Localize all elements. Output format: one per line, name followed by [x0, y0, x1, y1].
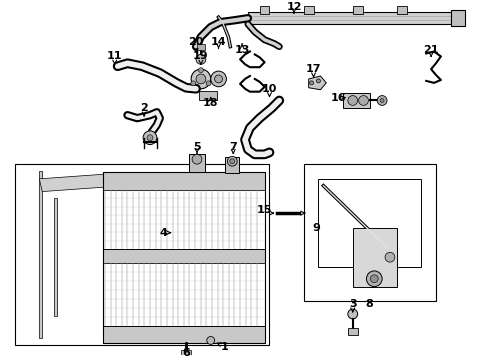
Circle shape — [348, 309, 358, 319]
Text: 3: 3 — [349, 299, 357, 309]
Text: 1: 1 — [220, 342, 228, 352]
Bar — [397, 6, 407, 14]
Bar — [103, 172, 265, 343]
Text: 8: 8 — [366, 299, 373, 309]
Circle shape — [192, 154, 202, 164]
Text: 4: 4 — [160, 228, 168, 238]
Text: 20: 20 — [188, 37, 204, 47]
Bar — [225, 157, 239, 173]
Text: 17: 17 — [306, 64, 321, 74]
Text: 7: 7 — [229, 141, 237, 152]
Text: 5: 5 — [193, 141, 201, 152]
Text: 19: 19 — [193, 51, 209, 62]
Circle shape — [348, 96, 358, 105]
Circle shape — [206, 81, 211, 86]
Bar — [260, 6, 270, 14]
Circle shape — [359, 96, 368, 105]
Circle shape — [198, 68, 203, 73]
Text: 13: 13 — [234, 45, 250, 55]
Polygon shape — [309, 76, 326, 90]
Polygon shape — [54, 198, 57, 316]
Bar — [197, 44, 205, 50]
Bar — [451, 10, 465, 26]
Circle shape — [196, 74, 206, 84]
Circle shape — [191, 81, 196, 86]
Bar — [103, 249, 265, 263]
Circle shape — [196, 54, 206, 64]
Bar — [248, 12, 456, 24]
Bar — [103, 172, 265, 190]
Circle shape — [215, 75, 222, 83]
Circle shape — [230, 159, 235, 164]
Bar — [181, 350, 191, 355]
Bar — [103, 326, 265, 343]
Circle shape — [377, 96, 387, 105]
Bar — [189, 154, 205, 172]
Text: 10: 10 — [262, 84, 277, 94]
Text: 16: 16 — [330, 93, 346, 103]
Polygon shape — [39, 174, 111, 192]
Bar — [15, 164, 270, 345]
Text: 18: 18 — [203, 98, 219, 108]
Circle shape — [211, 71, 226, 87]
Circle shape — [380, 99, 384, 103]
Circle shape — [317, 79, 320, 83]
Text: 9: 9 — [313, 223, 320, 233]
Text: 2: 2 — [140, 103, 148, 113]
Circle shape — [385, 252, 395, 262]
Text: 21: 21 — [423, 45, 439, 55]
Circle shape — [207, 337, 215, 345]
Bar — [304, 6, 314, 14]
Bar — [199, 91, 217, 100]
Circle shape — [367, 271, 382, 287]
Bar — [353, 228, 397, 287]
Polygon shape — [39, 171, 42, 338]
Bar — [348, 328, 358, 334]
Circle shape — [191, 69, 211, 89]
Bar — [353, 6, 363, 14]
Circle shape — [310, 81, 314, 85]
Text: 11: 11 — [107, 51, 122, 62]
Circle shape — [143, 131, 157, 145]
Text: 15: 15 — [257, 205, 272, 215]
Circle shape — [227, 156, 237, 166]
Text: 12: 12 — [286, 3, 302, 13]
Bar — [318, 179, 421, 267]
Circle shape — [147, 135, 153, 141]
Bar — [343, 93, 370, 108]
Circle shape — [370, 275, 378, 283]
Bar — [304, 164, 436, 301]
Text: 14: 14 — [211, 37, 226, 47]
Text: 6: 6 — [182, 348, 190, 358]
